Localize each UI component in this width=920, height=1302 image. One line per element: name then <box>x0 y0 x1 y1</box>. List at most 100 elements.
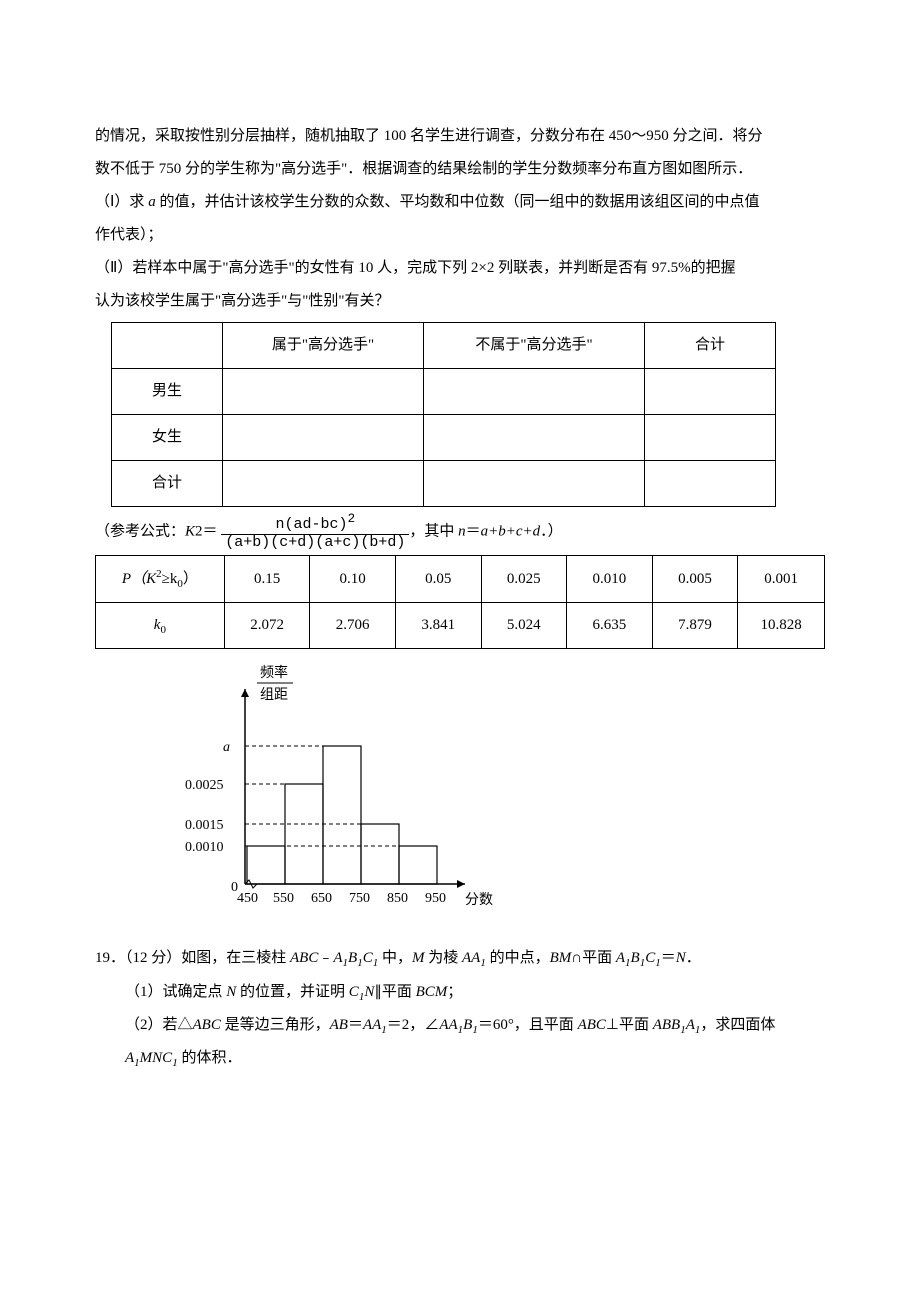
x-arrow-icon <box>457 880 465 888</box>
page: 的情况，采取按性别分层抽样，随机抽取了 100 名学生进行调查，分数分布在 45… <box>0 0 920 1302</box>
table-row: 女生 <box>112 415 776 461</box>
a1b1c1b: A1B1C1 <box>616 950 661 966</box>
cell-empty <box>424 415 645 461</box>
t: 的体积． <box>178 1050 242 1066</box>
y-arrow-icon <box>241 689 249 697</box>
part-2a: （Ⅱ）若样本中属于"高分选手"的女性有 10 人，完成下列 2×2 列联表，并判… <box>95 252 825 285</box>
n-var: n <box>458 523 466 539</box>
xtick-label: 950 <box>425 891 446 906</box>
t: 中， <box>378 950 412 966</box>
a1b1c1: A1B1C1 <box>333 950 378 966</box>
part-2b: 认为该校学生属于"高分选手"与"性别"有关？ <box>95 285 825 318</box>
t: ∩平面 <box>571 950 616 966</box>
cell-value: 0.001 <box>738 556 825 603</box>
t: ⊥平面 <box>606 1017 653 1033</box>
xtick-label: 550 <box>273 891 294 906</box>
bcm: BCM <box>416 984 448 1000</box>
bm: BM <box>550 950 572 966</box>
t: 19．（12 分）如图，在三棱柱 <box>95 950 290 966</box>
cell-value: 0.010 <box>567 556 653 603</box>
formula-suffix-c: ．） <box>540 523 563 539</box>
xtick-label: 850 <box>387 891 408 906</box>
ytick-label: 0.0010 <box>185 840 224 855</box>
critical-value-table: P（K2≥k0） 0.15 0.10 0.05 0.025 0.010 0.00… <box>95 555 825 649</box>
var-a: a <box>148 194 156 210</box>
dash: ﹣ <box>318 950 333 966</box>
aa1b1: AA1B1 <box>439 1017 478 1033</box>
c1n: C1N <box>349 984 375 1000</box>
t: 为棱 <box>425 950 463 966</box>
cell-rowlabel: 合计 <box>112 461 223 507</box>
formula-suffix-b: ＝ <box>466 523 481 539</box>
cell-empty <box>645 461 776 507</box>
ylabel-top: 频率 <box>260 664 288 681</box>
fraction-num: n(ad-bc)2 <box>221 513 409 535</box>
lbl-b: ≥k <box>162 571 178 587</box>
t: ＝2，∠ <box>387 1017 440 1033</box>
t: （2）若△ <box>125 1017 193 1033</box>
ab: AB <box>330 1017 348 1033</box>
fraction-den: (a+b)(c+d)(a+c)(b+d) <box>221 535 409 552</box>
cell-rowlabel: 女生 <box>112 415 223 461</box>
q19-sub2b: A1MNC1 的体积． <box>125 1042 825 1075</box>
xtick-label: 450 <box>237 891 258 906</box>
t: ． <box>686 950 701 966</box>
cell-blank <box>112 323 223 369</box>
t: ∥平面 <box>374 984 415 1000</box>
abb1a1: ABB1A1 <box>653 1017 701 1033</box>
t: ＝ <box>348 1017 363 1033</box>
cell-value: 0.05 <box>395 556 481 603</box>
bar <box>247 846 285 884</box>
bar <box>361 824 399 884</box>
cell-value: 3.841 <box>395 603 481 649</box>
table-row: 男生 <box>112 369 776 415</box>
cell-empty <box>223 369 424 415</box>
formula-prefix: （参考公式： <box>95 523 185 539</box>
cell-value: 7.879 <box>652 603 738 649</box>
cell-empty <box>223 415 424 461</box>
t: （1）试确定点 <box>125 984 226 1000</box>
formula-line: （参考公式：K 2 ＝ n(ad-bc)2 (a+b)(c+d)(a+c)(b+d)… <box>95 513 825 551</box>
bar <box>285 784 323 884</box>
lbl-c: ） <box>183 571 198 587</box>
intro-line-1: 的情况，采取按性别分层抽样，随机抽取了 100 名学生进行调查，分数分布在 45… <box>95 120 825 153</box>
ylabel-bot: 组距 <box>260 687 288 703</box>
cell-value: 2.706 <box>310 603 396 649</box>
t: 的中点， <box>486 950 550 966</box>
abc3: ABC <box>578 1017 606 1033</box>
q19-sub2: （2）若△ABC 是等边三角形，AB＝AA1＝2，∠AA1B1＝60°，且平面 … <box>125 1009 825 1042</box>
t: 的位置，并证明 <box>236 984 349 1000</box>
cell-value: 10.828 <box>738 603 825 649</box>
bar <box>399 846 437 884</box>
q19-head: 19．（12 分）如图，在三棱柱 ABC﹣A1B1C1 中，M 为棱 AA1 的… <box>125 942 825 975</box>
cell-header: 不属于"高分选手" <box>424 323 645 369</box>
xtick-label: 650 <box>311 891 332 906</box>
ytick-a: a <box>223 740 230 755</box>
xlabel: 分数 <box>465 892 493 908</box>
num-sup: 2 <box>348 512 356 526</box>
cell-value: 5.024 <box>481 603 567 649</box>
cell-value: 2.072 <box>224 603 310 649</box>
part1-text-a: （Ⅰ）求 <box>95 194 148 210</box>
table-row: k0 2.072 2.706 3.841 5.024 6.635 7.879 1… <box>96 603 825 649</box>
abcd: a+b+c+d <box>481 523 541 539</box>
cell-value: 0.005 <box>652 556 738 603</box>
intro-line-2: 数不低于 750 分的学生称为"高分选手"．根据调查的结果绘制的学生分数频率分布… <box>95 153 825 186</box>
cell-value: 0.15 <box>224 556 310 603</box>
aa1b: AA1 <box>363 1017 387 1033</box>
cell-empty <box>645 415 776 461</box>
question-19: 19．（12 分）如图，在三棱柱 ABC﹣A1B1C1 中，M 为棱 AA1 的… <box>95 942 825 1075</box>
fraction: n(ad-bc)2 (a+b)(c+d)(a+c)(b+d) <box>221 513 409 551</box>
cell-value: 0.025 <box>481 556 567 603</box>
cell-empty <box>645 369 776 415</box>
cell-rowlabel: 男生 <box>112 369 223 415</box>
table-row: P（K2≥k0） 0.15 0.10 0.05 0.025 0.010 0.00… <box>96 556 825 603</box>
ytick-label: 0.0015 <box>185 818 224 833</box>
abc2: ABC <box>193 1017 221 1033</box>
cell-header: 合计 <box>645 323 776 369</box>
cell-empty <box>424 369 645 415</box>
xtick-label: 750 <box>349 891 370 906</box>
K-var: K <box>185 523 195 539</box>
m: M <box>412 950 425 966</box>
contingency-table: 属于"高分选手" 不属于"高分选手" 合计 男生 女生 合计 <box>111 322 776 507</box>
